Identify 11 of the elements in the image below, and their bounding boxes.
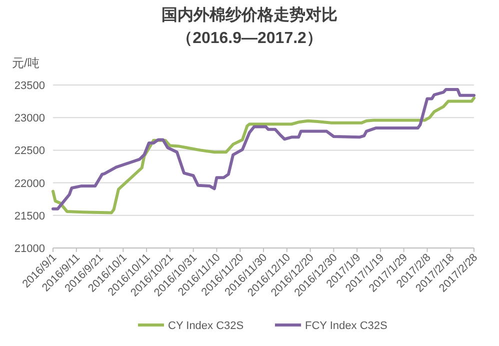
chart-title: 国内外棉纱价格走势对比 — [162, 6, 338, 24]
y-axis-title: 元/吨 — [12, 56, 40, 70]
y-tick-label: 21000 — [14, 243, 45, 255]
y-tick-label: 23500 — [14, 80, 45, 92]
y-tick-label: 22500 — [14, 145, 45, 158]
legend-label: CY Index C32S — [168, 320, 244, 332]
chart-subtitle: （2016.9—2017.2） — [176, 30, 322, 47]
y-tick-label: 21500 — [14, 210, 45, 222]
legend-label: FCY Index C32S — [305, 320, 388, 332]
y-tick-label: 22000 — [14, 178, 45, 190]
y-tick-label: 23000 — [14, 112, 45, 125]
